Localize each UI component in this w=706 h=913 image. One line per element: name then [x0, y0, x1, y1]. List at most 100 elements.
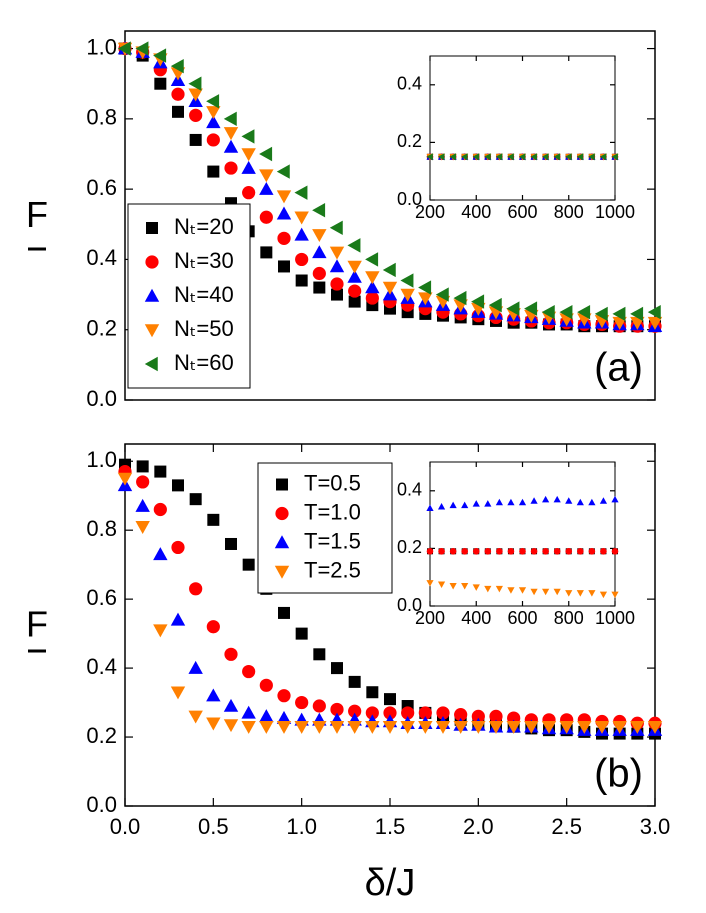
data-point: [426, 580, 434, 587]
data-point: [524, 301, 538, 316]
data-point: [418, 706, 432, 720]
data-point: [241, 160, 256, 174]
x-tick-label: 400: [461, 202, 491, 222]
data-point: [599, 497, 608, 504]
data-point: [136, 460, 149, 473]
legend-label: T=0.5: [304, 470, 361, 495]
data-point: [295, 627, 308, 640]
y-tick-label: 1.0: [86, 447, 117, 472]
data-point: [223, 719, 239, 733]
data-point: [242, 186, 256, 200]
data-point: [207, 165, 220, 178]
data-point: [495, 498, 503, 506]
x-tick-label: 200: [415, 202, 445, 222]
data-point: [647, 304, 661, 320]
data-point: [435, 720, 451, 734]
data-point: [313, 648, 326, 661]
data-point: [365, 271, 380, 285]
data-point: [170, 612, 186, 626]
data-point: [223, 139, 239, 153]
data-point: [382, 720, 398, 734]
data-point: [449, 501, 457, 509]
data-point: [472, 500, 480, 507]
data-point: [172, 479, 184, 492]
data-point: [260, 246, 273, 259]
data-point: [489, 709, 503, 723]
data-point: [594, 306, 608, 322]
data-point: [530, 497, 538, 504]
x-tick-label: 1.5: [375, 814, 406, 839]
data-point: [188, 76, 202, 91]
data-point: [329, 246, 345, 260]
y-tick-label: 0.0: [86, 792, 117, 817]
data-point: [472, 584, 480, 591]
data-point: [588, 498, 596, 506]
data-point: [312, 699, 326, 713]
data-point: [449, 547, 457, 555]
data-point: [382, 281, 398, 295]
data-point: [559, 720, 574, 734]
data-point: [242, 558, 255, 571]
data-point: [611, 591, 619, 599]
data-point: [331, 662, 343, 675]
legend-label: Nₜ=60: [174, 350, 234, 375]
legend-label: Nₜ=40: [174, 282, 234, 307]
data-point: [276, 710, 292, 724]
data-point: [347, 269, 362, 283]
data-point: [384, 693, 396, 706]
data-point: [518, 153, 526, 161]
y-tick-label: 0.2: [86, 723, 117, 748]
data-point: [435, 287, 449, 302]
data-point: [206, 94, 220, 109]
data-point: [461, 547, 468, 555]
data-point: [559, 304, 573, 320]
data-point: [612, 720, 627, 734]
data-point: [553, 153, 561, 161]
data-point: [223, 698, 239, 712]
y-tick-label: 0.2: [86, 316, 117, 341]
data-point: [154, 465, 167, 478]
data-point: [565, 497, 573, 504]
data-point: [438, 547, 445, 555]
data-point: [518, 587, 527, 594]
data-point: [453, 720, 468, 734]
data-point: [577, 547, 584, 555]
data-point: [400, 288, 415, 302]
data-point: [170, 58, 184, 74]
data-point: [647, 316, 663, 330]
data-point: [294, 720, 309, 734]
legend-marker: [146, 222, 158, 234]
data-point: [553, 547, 561, 555]
legend-label: Nₜ=30: [174, 248, 234, 273]
data-point: [206, 106, 221, 120]
data-point: [495, 585, 503, 593]
legend-label: T=2.5: [304, 557, 361, 582]
data-point: [594, 720, 610, 734]
legend-marker: [274, 535, 290, 549]
data-point: [294, 211, 309, 225]
data-point: [611, 495, 619, 503]
data-point: [576, 498, 584, 506]
data-point: [278, 260, 290, 273]
data-point: [241, 129, 255, 144]
data-point: [436, 706, 450, 720]
data-point: [188, 88, 203, 102]
data-point: [206, 688, 221, 702]
data-point: [565, 153, 572, 161]
data-point: [170, 686, 186, 700]
data-point: [329, 220, 343, 235]
inset-frame: [429, 55, 616, 201]
data-point: [329, 720, 345, 734]
legend-marker: [144, 356, 158, 372]
y-tick-label: 0.0: [397, 189, 422, 209]
data-point: [365, 720, 380, 734]
data-point: [519, 547, 526, 555]
data-point: [259, 181, 274, 195]
data-point: [437, 153, 445, 161]
data-point: [530, 547, 538, 555]
data-point: [599, 591, 608, 599]
data-point: [454, 708, 468, 722]
x-tick-label: 0.5: [198, 814, 229, 839]
data-point: [542, 153, 549, 161]
